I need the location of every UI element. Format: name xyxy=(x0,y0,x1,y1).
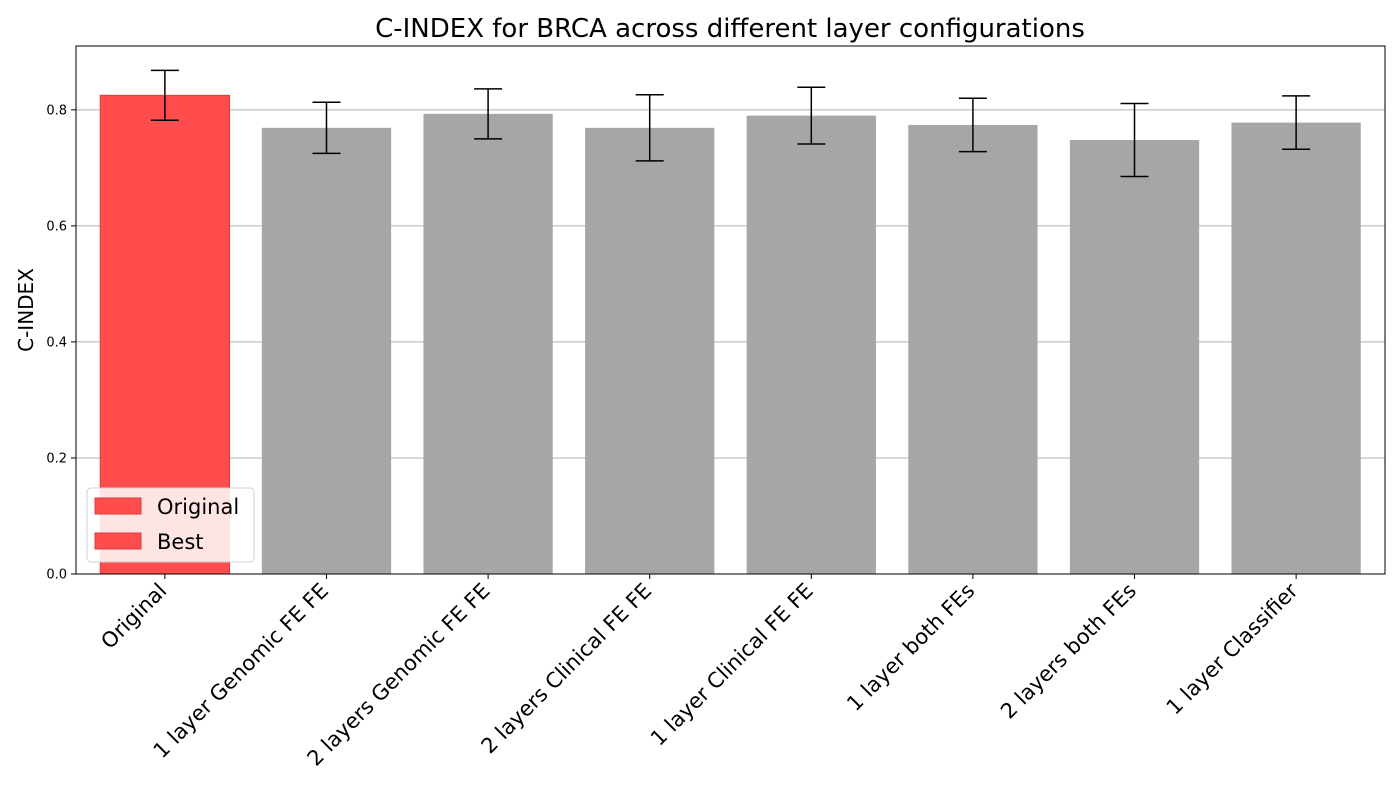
y-tick-label: 0.2 xyxy=(46,451,67,466)
bar xyxy=(746,115,876,574)
x-tick-label: 1 layer both FEs xyxy=(842,579,979,716)
chart-title: C-INDEX for BRCA across different layer … xyxy=(375,14,1085,44)
x-tick-label: 1 layer Clinical FE FE xyxy=(646,579,818,751)
legend-swatch xyxy=(94,497,142,515)
legend-label: Original xyxy=(157,495,239,519)
y-tick-label: 0.6 xyxy=(46,219,67,234)
x-tick-label: Original xyxy=(96,579,171,654)
y-tick-label: 0.4 xyxy=(46,335,67,350)
bar xyxy=(261,127,392,575)
legend-label: Best xyxy=(157,530,204,554)
x-tick-label: 2 layers Genomic FE FE xyxy=(303,579,495,771)
bar xyxy=(908,124,1038,575)
error-bars xyxy=(150,69,1311,178)
y-tick-label: 0.8 xyxy=(46,103,67,118)
x-tick-label: 1 layer Genomic FE FE xyxy=(149,579,333,763)
y-ticks: 0.0 0.2 0.4 0.6 0.8 xyxy=(46,103,76,583)
x-tick-label: 1 layer Classifier xyxy=(1162,578,1303,719)
bar xyxy=(423,113,553,574)
bar xyxy=(1231,122,1361,574)
bar xyxy=(1069,139,1200,574)
x-tick-label: 2 layers Clinical FE FE xyxy=(477,579,657,759)
legend: Original Best xyxy=(86,487,255,563)
plot-frame xyxy=(75,45,1386,575)
y-axis-label: C-INDEX xyxy=(14,268,38,352)
y-tick-label: 0.0 xyxy=(46,568,67,583)
x-tick-label: 2 layers both FEs xyxy=(996,579,1141,724)
axes xyxy=(75,45,1386,575)
bars xyxy=(99,94,1361,575)
legend-swatch xyxy=(94,532,142,550)
bar xyxy=(585,127,715,575)
